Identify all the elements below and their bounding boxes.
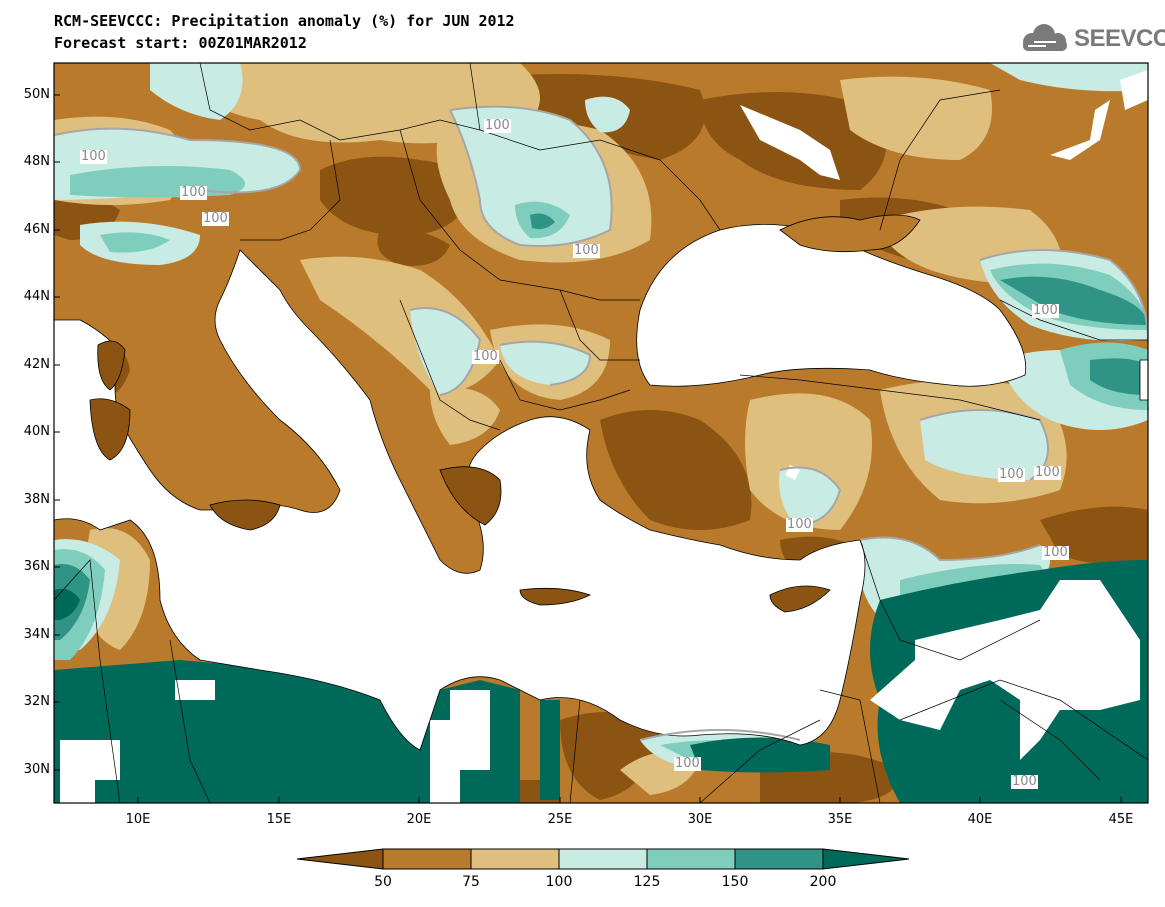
colorbar-tick: 150: [721, 874, 749, 890]
colorbar: [296, 848, 910, 870]
contour-label: 100: [1042, 545, 1069, 560]
colorbar-below-50: [296, 848, 384, 870]
contour-label: 100: [1032, 303, 1059, 318]
lat-label: 40N: [23, 424, 50, 439]
contour-lines: [54, 105, 1148, 741]
lat-label: 38N: [23, 492, 50, 507]
cloud-icon: [1023, 24, 1067, 51]
lon-label: 15E: [266, 812, 292, 827]
colorbar-50-75: [382, 848, 472, 870]
colorbar-150-200: [734, 848, 824, 870]
colorbar-tick: 100: [545, 874, 573, 890]
lat-label: 32N: [23, 694, 50, 709]
lat-label: 42N: [23, 357, 50, 372]
contour-label: 100: [674, 756, 701, 771]
contour-label: 100: [202, 211, 229, 226]
map-title: RCM-SEEVCCC: Precipitation anomaly (%) f…: [54, 12, 515, 30]
contour-label: 100: [472, 349, 499, 364]
axis-ticks: [54, 94, 1122, 803]
forecast-start-subtitle: Forecast start: 00Z01MAR2012: [54, 34, 307, 52]
contour-label: 100: [80, 149, 107, 164]
lat-label: 50N: [23, 87, 50, 102]
colorbar-tick: 125: [633, 874, 661, 890]
lon-label: 30E: [687, 812, 713, 827]
colorbar-75-100: [470, 848, 560, 870]
contour-label: 100: [180, 185, 207, 200]
anomaly-150-200: [54, 213, 1148, 640]
lat-label: 44N: [23, 289, 50, 304]
colorbar-100-125: [558, 848, 648, 870]
lat-label: 30N: [23, 762, 50, 777]
contour-label: 100: [786, 517, 813, 532]
country-borders: [54, 63, 1148, 803]
contour-label: 100: [998, 467, 1025, 482]
colorbar-above-200: [822, 848, 910, 870]
lon-label: 20E: [406, 812, 432, 827]
lon-label: 25E: [547, 812, 573, 827]
contour-label: 100: [573, 243, 600, 258]
colorbar-tick: 50: [374, 874, 392, 890]
lon-label: 40E: [967, 812, 993, 827]
lon-label: 45E: [1108, 812, 1134, 827]
logo-text: SEEVCCC: [1074, 25, 1165, 52]
lon-label: 35E: [827, 812, 853, 827]
contour-label: 100: [1011, 774, 1038, 789]
lat-label: 34N: [23, 627, 50, 642]
crimea: [779, 214, 921, 253]
contour-label: 100: [1034, 465, 1061, 480]
contour-label: 100: [484, 118, 511, 133]
lat-label: 36N: [23, 559, 50, 574]
map-frame: [53, 62, 1149, 804]
lat-label: 48N: [23, 154, 50, 169]
sea-areas: [54, 224, 1148, 751]
missing-data-mask: [60, 580, 1140, 803]
colorbar-125-150: [646, 848, 736, 870]
islands: [89, 340, 831, 613]
lon-label: 10E: [125, 812, 151, 827]
colorbar-tick: 75: [462, 874, 480, 890]
colorbar-tick: 200: [809, 874, 837, 890]
lat-label: 46N: [23, 222, 50, 237]
